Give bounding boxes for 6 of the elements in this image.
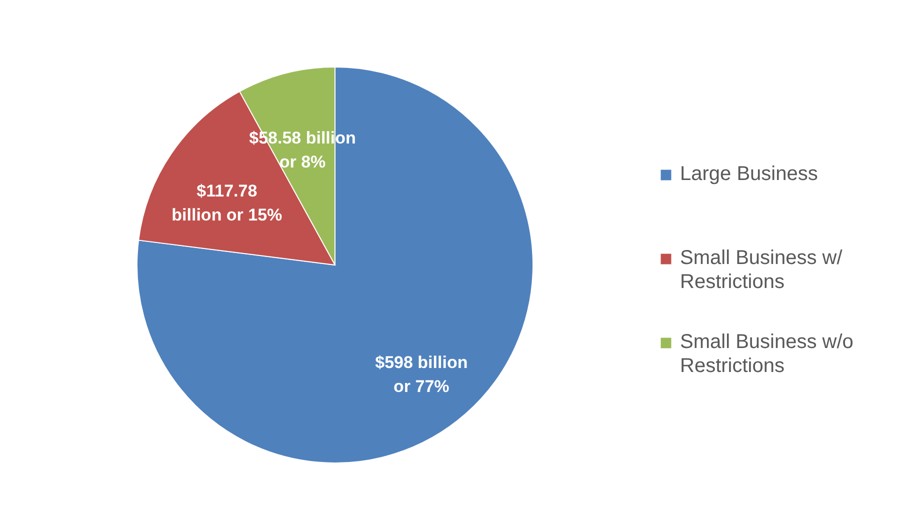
legend-label: Large Business (680, 163, 818, 185)
data-label: $598 billion or 77% (375, 353, 468, 396)
legend-label: Small Business w/ Restrictions (680, 247, 843, 293)
pie-slice (136, 66, 534, 464)
legend-label: Small Business w/o Restrictions (680, 331, 854, 377)
data-label: $117.78 billion or 15% (172, 182, 282, 225)
